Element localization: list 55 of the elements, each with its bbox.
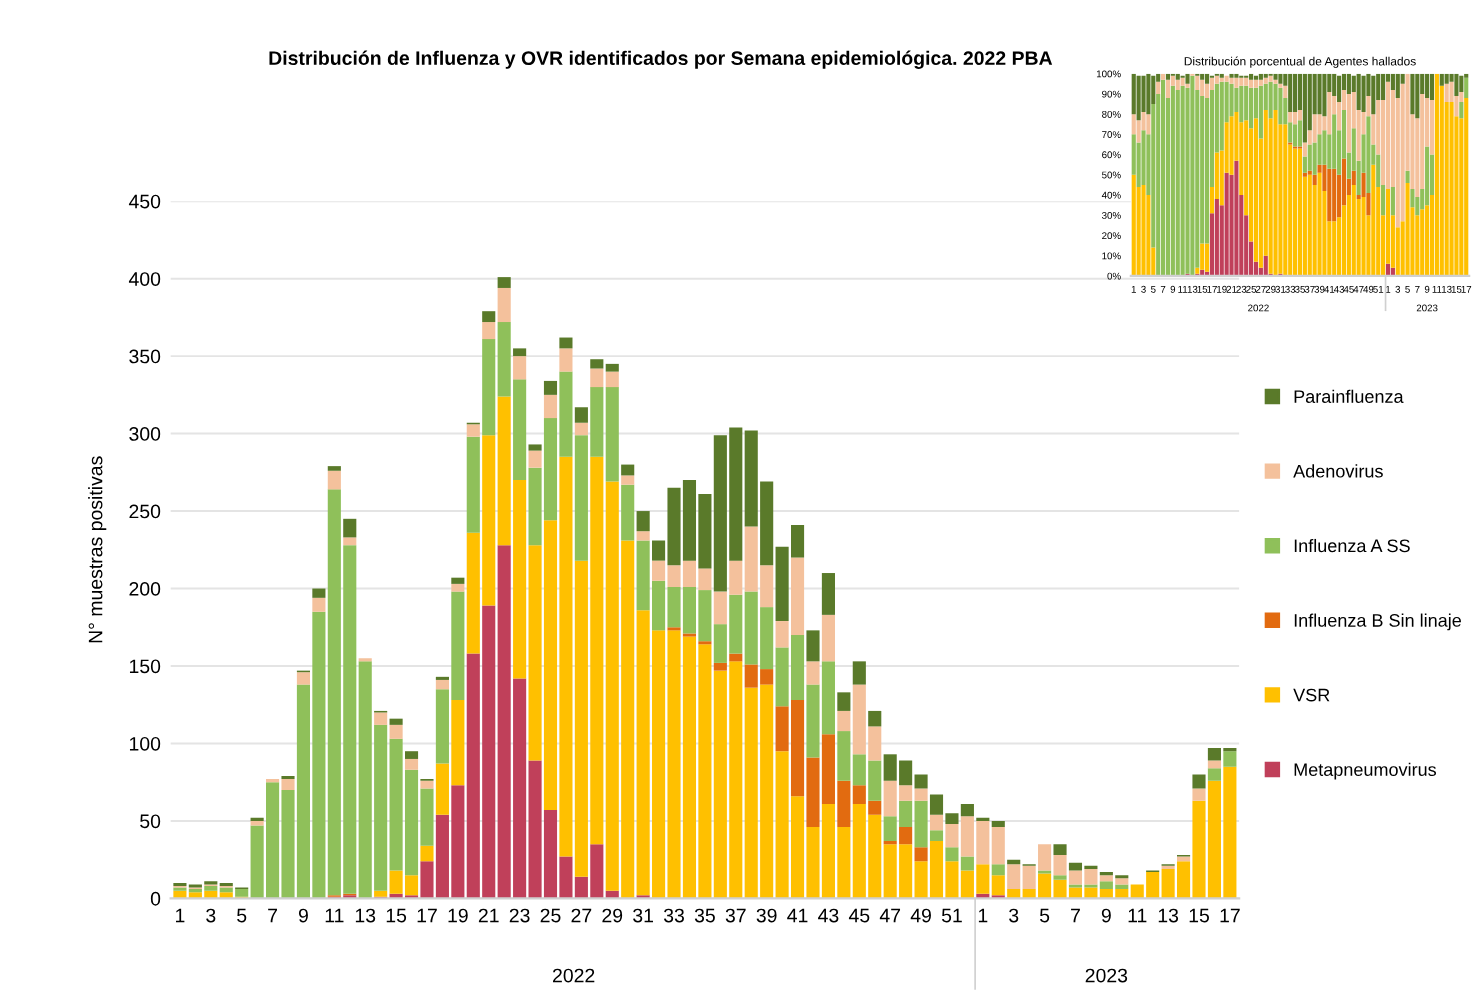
x-tick-label: 27 <box>571 908 592 923</box>
x-tick-label: 13 <box>1158 908 1179 923</box>
x-tick-label: 3 <box>206 908 216 923</box>
x-tick-label: 1 <box>978 908 988 923</box>
legend-label: Parainfluenza <box>1294 389 1404 403</box>
y-tick-label: 0 <box>150 891 161 906</box>
x-tick-label: 15 <box>386 908 407 923</box>
x-tick-label: 35 <box>694 908 715 923</box>
x-tick-label: 17 <box>417 908 437 923</box>
x-tick-label: 11 <box>1128 908 1147 923</box>
x-tick-label: 23 <box>509 908 530 923</box>
text: 2022 <box>553 968 595 983</box>
x-tick-label: 5 <box>1039 908 1050 923</box>
x-tick-label: 11 <box>325 908 344 923</box>
y-tick-label: 300 <box>129 427 161 441</box>
x-tick-label: 25 <box>540 908 561 923</box>
y-axis-title: N° muestras positivas <box>88 456 107 643</box>
x-tick-label: 5 <box>237 908 247 923</box>
x-tick-label: 43 <box>818 908 839 923</box>
y-tick-label: 450 <box>128 194 161 209</box>
legend-label: VSR <box>1293 688 1330 702</box>
x-tick-label: 41 <box>787 908 808 923</box>
x-tick-label: 29 <box>602 908 623 923</box>
x-tick-label: 51 <box>941 908 962 923</box>
x-tick-label: 21 <box>478 908 499 923</box>
x-tick-label: 31 <box>633 908 653 923</box>
y-tick-label: 50 <box>140 814 161 829</box>
x-tick-label: 7 <box>268 908 277 923</box>
legend-label: Metapneumovirus <box>1294 762 1437 780</box>
x-tick-label: 33 <box>663 908 684 923</box>
x-tick-label: 39 <box>756 908 777 923</box>
x-tick-label: 13 <box>355 908 376 923</box>
y-tick-label: 150 <box>129 659 161 674</box>
x-tick-label: 17 <box>1220 908 1240 923</box>
x-tick-label: 1 <box>176 908 185 923</box>
x-tick-label: 49 <box>910 908 931 923</box>
x-tick-label: 9 <box>298 908 308 923</box>
x-tick-label: 9 <box>1101 908 1111 923</box>
x-tick-label: 15 <box>1189 908 1209 923</box>
x-tick-label: 37 <box>725 908 746 923</box>
y-tick-label: 350 <box>129 349 161 364</box>
x-tick-label: 19 <box>448 908 468 923</box>
x-tick-label: 47 <box>879 908 901 923</box>
x-tick-label: 45 <box>848 908 870 923</box>
chart-title: Distribución de Influenza y OVR identificados por Semana epidemiológica. 2022 PBA <box>269 50 1053 69</box>
y-tick-label: 200 <box>129 581 161 596</box>
legend-label: Adenovirus <box>1293 464 1383 478</box>
legend-label: Influenza A SS <box>1294 538 1410 553</box>
legend-label: Influenza B Sin linaje <box>1294 613 1461 631</box>
y-tick-label: 250 <box>129 504 161 519</box>
y-tick-label: 100 <box>129 736 161 751</box>
x-tick-label: 3 <box>1009 908 1019 923</box>
y-tick-label: 400 <box>128 272 161 286</box>
x-tick-label: 7 <box>1071 908 1080 923</box>
text: 2023 <box>1085 968 1128 983</box>
